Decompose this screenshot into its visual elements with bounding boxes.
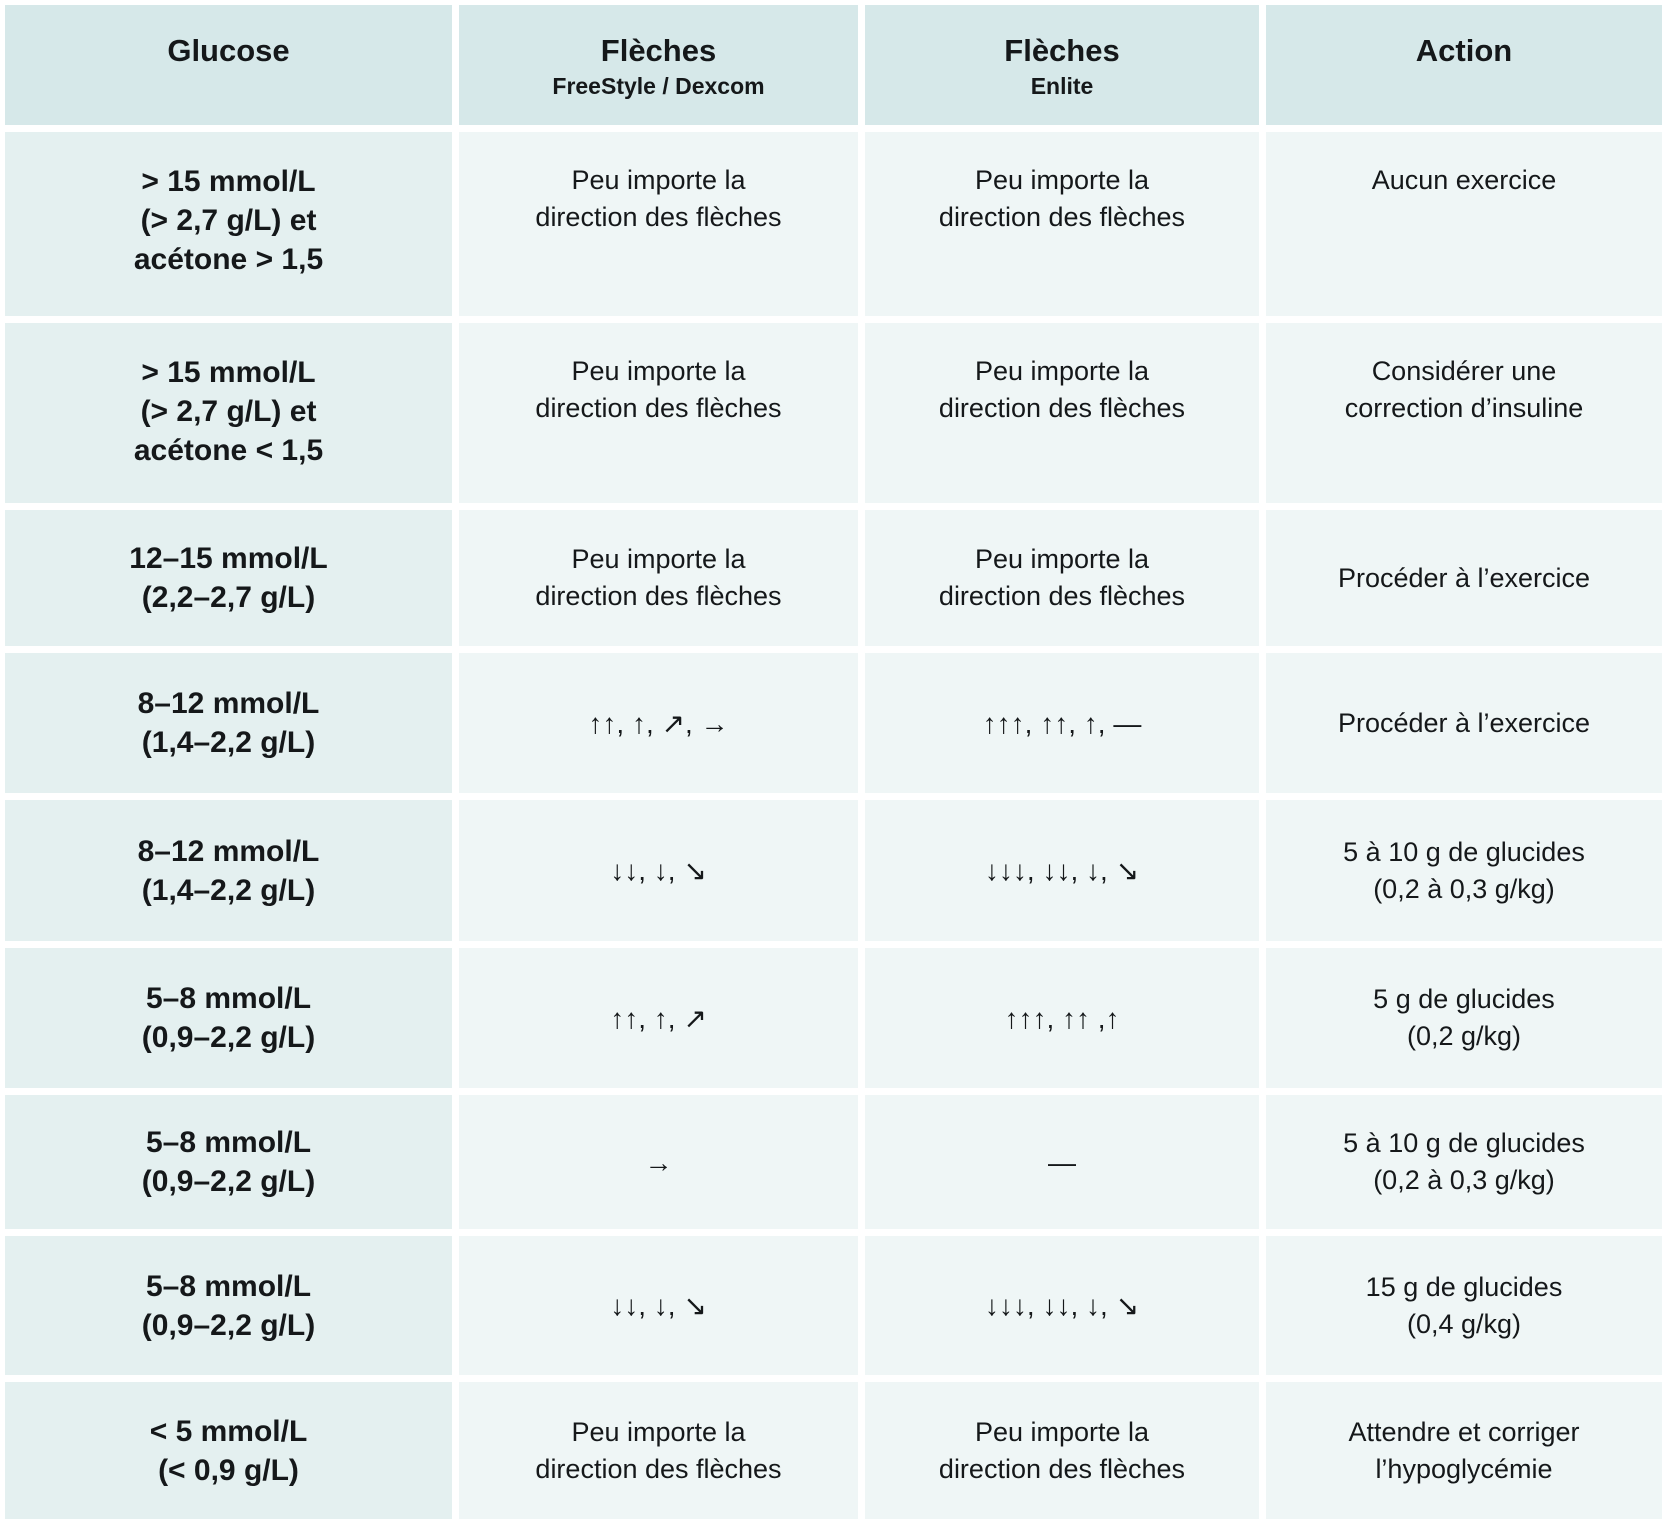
header-fleches-freestyle-dexcom: Flèches FreeStyle / Dexcom (459, 5, 858, 125)
freestyle-dexcom-cell: ↑↑, ↑, ↗ (459, 948, 858, 1088)
glucose-cell: > 15 mmol/L (> 2,7 g/L) et acétone < 1,5 (5, 323, 452, 503)
header-fleches-freestyle-subtitle: FreeStyle / Dexcom (552, 73, 765, 99)
glucose-cell: 5–8 mmol/L (0,9–2,2 g/L) (5, 948, 452, 1088)
freestyle-dexcom-cell: Peu importe la direction des flèches (459, 510, 858, 646)
action-cell: 5 à 10 g de glucides (0,2 à 0,3 g/kg) (1266, 800, 1662, 941)
freestyle-dexcom-cell: ↓↓, ↓, ↘ (459, 800, 858, 941)
action-cell: 5 g de glucides (0,2 g/kg) (1266, 948, 1662, 1088)
freestyle-dexcom-cell: ↑↑, ↑, ↗, → (459, 653, 858, 793)
enlite-cell: ↑↑↑, ↑↑, ↑, — (865, 653, 1259, 793)
glucose-cell: 8–12 mmol/L (1,4–2,2 g/L) (5, 653, 452, 793)
header-glucose-title: Glucose (167, 33, 290, 68)
header-action-title: Action (1415, 33, 1513, 68)
header-fleches-enlite-subtitle: Enlite (1030, 73, 1094, 99)
action-cell: Procéder à l’exercice (1266, 653, 1662, 793)
header-fleches-enlite: Flèches Enlite (865, 5, 1259, 125)
header-action: Action (1266, 5, 1662, 125)
action-cell: 5 à 10 g de glucides (0,2 à 0,3 g/kg) (1266, 1095, 1662, 1229)
action-cell: Aucun exercice (1266, 132, 1662, 316)
action-cell: Attendre et corriger l’hypoglycémie (1266, 1382, 1662, 1519)
header-glucose: Glucose (5, 5, 452, 125)
enlite-cell: Peu importe la direction des flèches (865, 132, 1259, 316)
action-cell: Considérer une correction d’insuline (1266, 323, 1662, 503)
freestyle-dexcom-cell: Peu importe la direction des flèches (459, 323, 858, 503)
glucose-cell: 5–8 mmol/L (0,9–2,2 g/L) (5, 1095, 452, 1229)
action-cell: 15 g de glucides (0,4 g/kg) (1266, 1236, 1662, 1375)
freestyle-dexcom-cell: ↓↓, ↓, ↘ (459, 1236, 858, 1375)
enlite-cell: — (865, 1095, 1259, 1229)
enlite-cell: Peu importe la direction des flèches (865, 1382, 1259, 1519)
freestyle-dexcom-cell: Peu importe la direction des flèches (459, 132, 858, 316)
glucose-cell: 5–8 mmol/L (0,9–2,2 g/L) (5, 1236, 452, 1375)
glucose-cell: < 5 mmol/L (< 0,9 g/L) (5, 1382, 452, 1519)
enlite-cell: ↓↓↓, ↓↓, ↓, ↘ (865, 800, 1259, 941)
freestyle-dexcom-cell: Peu importe la direction des flèches (459, 1382, 858, 1519)
glucose-cell: > 15 mmol/L (> 2,7 g/L) et acétone > 1,5 (5, 132, 452, 316)
freestyle-dexcom-cell: → (459, 1095, 858, 1229)
action-cell: Procéder à l’exercice (1266, 510, 1662, 646)
glucose-cell: 8–12 mmol/L (1,4–2,2 g/L) (5, 800, 452, 941)
enlite-cell: ↑↑↑, ↑↑ ,↑ (865, 948, 1259, 1088)
header-fleches-freestyle-title: Flèches (600, 33, 717, 68)
enlite-cell: Peu importe la direction des flèches (865, 510, 1259, 646)
header-fleches-enlite-title: Flèches (1004, 33, 1120, 68)
enlite-cell: ↓↓↓, ↓↓, ↓, ↘ (865, 1236, 1259, 1375)
enlite-cell: Peu importe la direction des flèches (865, 323, 1259, 503)
glucose-cell: 12–15 mmol/L (2,2–2,7 g/L) (5, 510, 452, 646)
